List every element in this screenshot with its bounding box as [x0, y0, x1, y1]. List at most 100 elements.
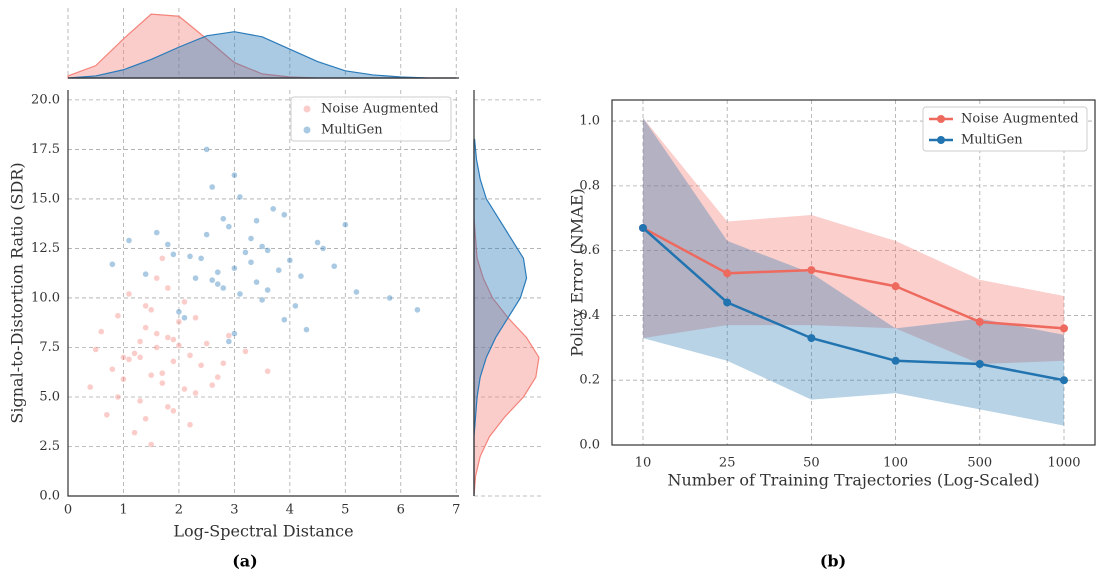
- y-tick-label: 0.8: [579, 178, 600, 193]
- axis-frame: [611, 99, 1096, 446]
- scatter-point: [264, 286, 271, 294]
- scatter-point: [225, 338, 233, 345]
- caption: (a): [232, 552, 258, 571]
- scatter-point: [131, 429, 138, 436]
- scatter-point: [147, 306, 155, 314]
- scatter-point: [353, 288, 360, 296]
- scatter-point: [147, 371, 155, 379]
- scatter-point: [192, 274, 199, 282]
- x-tick-label: 1000: [1047, 456, 1080, 471]
- scatter-point: [142, 324, 149, 331]
- x-axis-label: Log-Spectral Distance: [173, 522, 353, 541]
- scatter-point: [147, 441, 155, 448]
- scatter-point: [281, 316, 288, 323]
- scatter-point: [258, 243, 266, 250]
- scatter-point: [153, 274, 160, 282]
- scatter-point: [192, 314, 199, 321]
- scatter-point: [170, 251, 177, 258]
- y-tick-label: 12.5: [31, 241, 60, 256]
- y-axis-label: Policy Error (NMAE): [568, 188, 587, 357]
- scatter-point: [164, 334, 172, 341]
- scatter-point: [125, 237, 133, 244]
- scatter-point: [114, 312, 122, 319]
- scatter-point: [297, 272, 305, 280]
- x-tick-label: 4: [286, 503, 294, 518]
- line-marker: [1060, 324, 1068, 333]
- y-tick-label: 5.0: [39, 389, 60, 404]
- scatter-point: [181, 314, 188, 321]
- scatter-point: [214, 269, 221, 276]
- scatter-point: [192, 389, 199, 397]
- scatter-point: [231, 171, 238, 179]
- line-marker: [639, 223, 647, 232]
- x-tick-label: 5: [341, 503, 349, 518]
- y-tick-label: 0.6: [579, 243, 600, 258]
- line: [642, 226, 1065, 330]
- x-tick-label: 100: [883, 456, 908, 471]
- scatter-point: [159, 370, 166, 377]
- x-tick-label: 6: [397, 503, 405, 518]
- scatter-point: [153, 330, 160, 337]
- y-tick-label: 15.0: [31, 191, 60, 206]
- line-marker: [891, 356, 900, 365]
- scatter-point: [197, 255, 205, 262]
- y-tick-label: 0.4: [579, 308, 600, 323]
- scatter-point: [247, 235, 255, 242]
- scatter-point: [142, 270, 149, 278]
- scatter-point: [220, 360, 227, 367]
- scatter-point: [103, 411, 111, 418]
- scatter-point: [136, 354, 144, 361]
- scatter-point: [175, 318, 183, 325]
- scatter-point: [159, 379, 166, 387]
- scatter-point: [170, 336, 177, 343]
- scatter-point: [86, 383, 94, 391]
- error-band: [643, 117, 1064, 365]
- scatter-point: [242, 348, 249, 355]
- scatter-point: [231, 330, 238, 337]
- scatter-point: [109, 366, 116, 373]
- x-tick-label: 3: [230, 503, 238, 518]
- scatter-point: [170, 407, 177, 415]
- x-tick-label: 10: [635, 456, 652, 471]
- scatter-point: [186, 253, 194, 260]
- scatter-point: [281, 211, 288, 218]
- error-band: [643, 117, 1064, 426]
- y-tick-label: 0.0: [579, 438, 600, 453]
- scatter-point: [275, 267, 282, 274]
- scatter-point: [175, 308, 183, 316]
- scatter-point: [120, 375, 127, 383]
- legend-box: [922, 106, 1088, 152]
- legend-marker: [303, 105, 311, 113]
- scatter-point: [208, 276, 216, 284]
- scatter-point: [164, 284, 172, 292]
- scatter-point: [98, 328, 105, 335]
- scatter-point: [342, 221, 349, 228]
- legend-label: Noise Augmented: [321, 102, 439, 117]
- axis-spine: [67, 90, 459, 497]
- scatter-point: [242, 249, 249, 256]
- scatter-point: [220, 284, 227, 292]
- legend-marker: [303, 126, 311, 134]
- scatter-point: [159, 255, 166, 262]
- y-axis-label: Signal-to-Distortion Ratio (SDR): [8, 162, 27, 423]
- x-tick-label: 2: [175, 503, 183, 518]
- scatter-point: [136, 338, 144, 345]
- scatter-point: [225, 223, 233, 230]
- scatter-point: [125, 290, 133, 298]
- line-marker: [807, 266, 816, 275]
- scatter-point: [131, 350, 138, 357]
- y-tick-label: 2.5: [39, 439, 60, 454]
- scatter-point: [303, 326, 310, 333]
- line-marker: [975, 360, 984, 369]
- legend-marker: [937, 115, 945, 123]
- scatter-point: [125, 356, 133, 363]
- scatter-point: [197, 362, 205, 369]
- scatter-point: [142, 415, 149, 422]
- scatter-point: [225, 332, 233, 339]
- scatter-point: [270, 205, 277, 213]
- y-tick-label: 7.5: [39, 340, 60, 355]
- legend-label: Noise Augmented: [961, 112, 1079, 127]
- y-tick-label: 1.0: [579, 114, 600, 129]
- scatter-point: [286, 257, 294, 264]
- scatter-point: [292, 302, 299, 310]
